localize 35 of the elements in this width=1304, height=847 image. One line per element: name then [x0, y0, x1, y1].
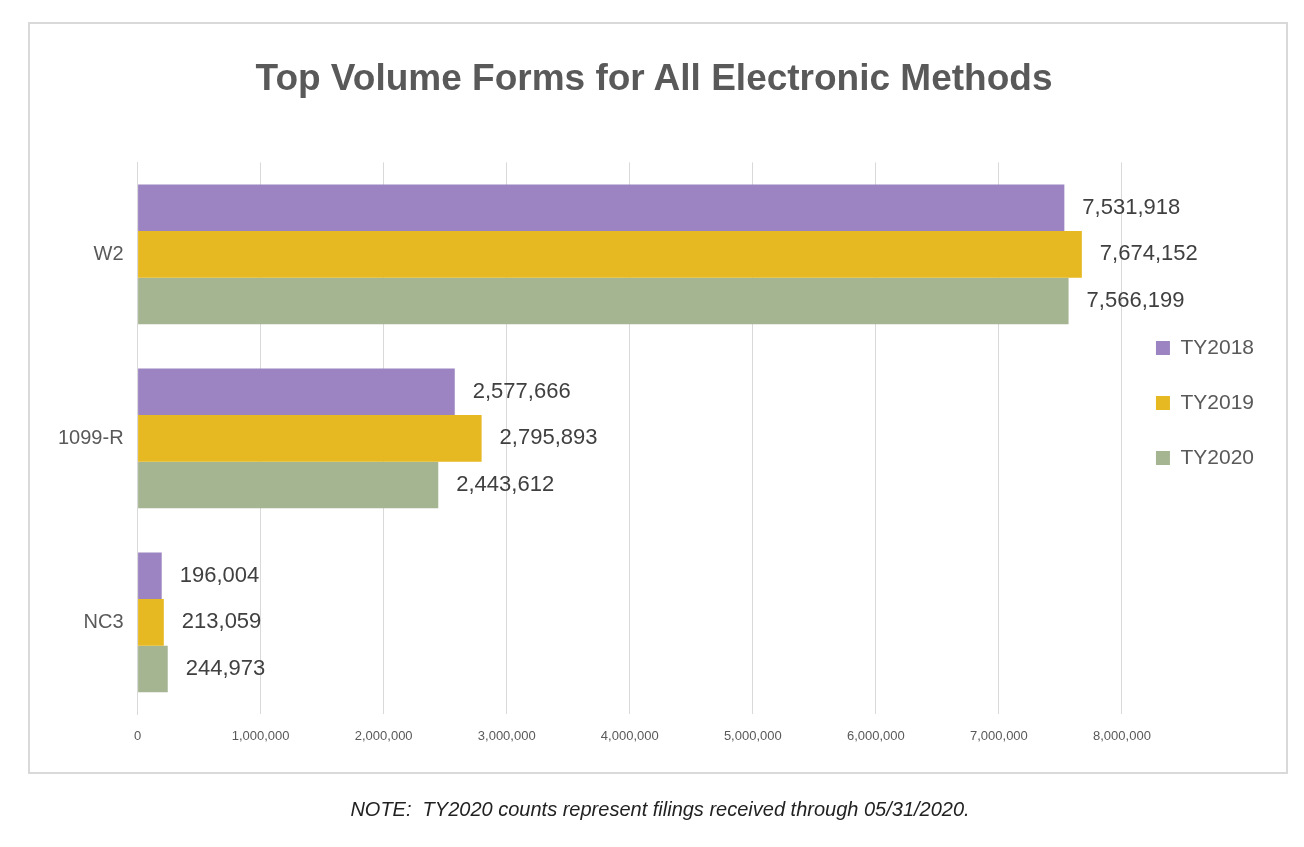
bar — [138, 599, 164, 646]
x-tick-label: 4,000,000 — [600, 727, 659, 743]
x-tick-label: 7,000,000 — [969, 727, 1028, 743]
bar — [138, 552, 162, 600]
x-tick-label: 6,000,000 — [846, 727, 905, 743]
data-label: 2,795,893 — [499, 424, 598, 450]
legend-label: TY2018 — [1180, 334, 1255, 358]
data-label: 7,566,199 — [1086, 287, 1185, 313]
chart-title: Top Volume Forms for All Electronic Methods — [255, 57, 1053, 99]
x-tick-label: 1,000,000 — [231, 727, 290, 743]
legend-label: TY2020 — [1180, 444, 1255, 468]
data-label: 7,674,152 — [1099, 240, 1198, 266]
data-label: 2,577,666 — [472, 377, 571, 403]
bar — [138, 184, 1065, 232]
x-tick-label: 3,000,000 — [477, 727, 536, 743]
bar — [138, 368, 455, 416]
legend-label: TY2019 — [1180, 389, 1255, 413]
y-tick-label: 1099-R — [57, 425, 124, 448]
data-label: 7,531,918 — [1082, 193, 1181, 219]
x-tick-label: 5,000,000 — [723, 727, 782, 743]
x-tick-label: 0 — [133, 727, 142, 743]
x-tick-label: 8,000,000 — [1093, 727, 1151, 743]
bar — [138, 415, 482, 462]
bar — [138, 461, 439, 509]
text: NOTE: TY2020 counts represent filings received through 05/31/2020. — [349, 798, 971, 821]
bar — [138, 231, 1082, 278]
data-label: 2,443,612 — [456, 471, 555, 497]
data-label: 213,059 — [181, 608, 262, 634]
data-label: 196,004 — [179, 561, 260, 587]
x-tick-label: 2,000,000 — [354, 727, 413, 743]
data-label: 244,973 — [185, 655, 266, 681]
y-tick-label: W2 — [93, 241, 124, 264]
bar — [138, 277, 1069, 325]
y-tick-label: NC3 — [83, 609, 124, 632]
bar — [138, 645, 168, 693]
